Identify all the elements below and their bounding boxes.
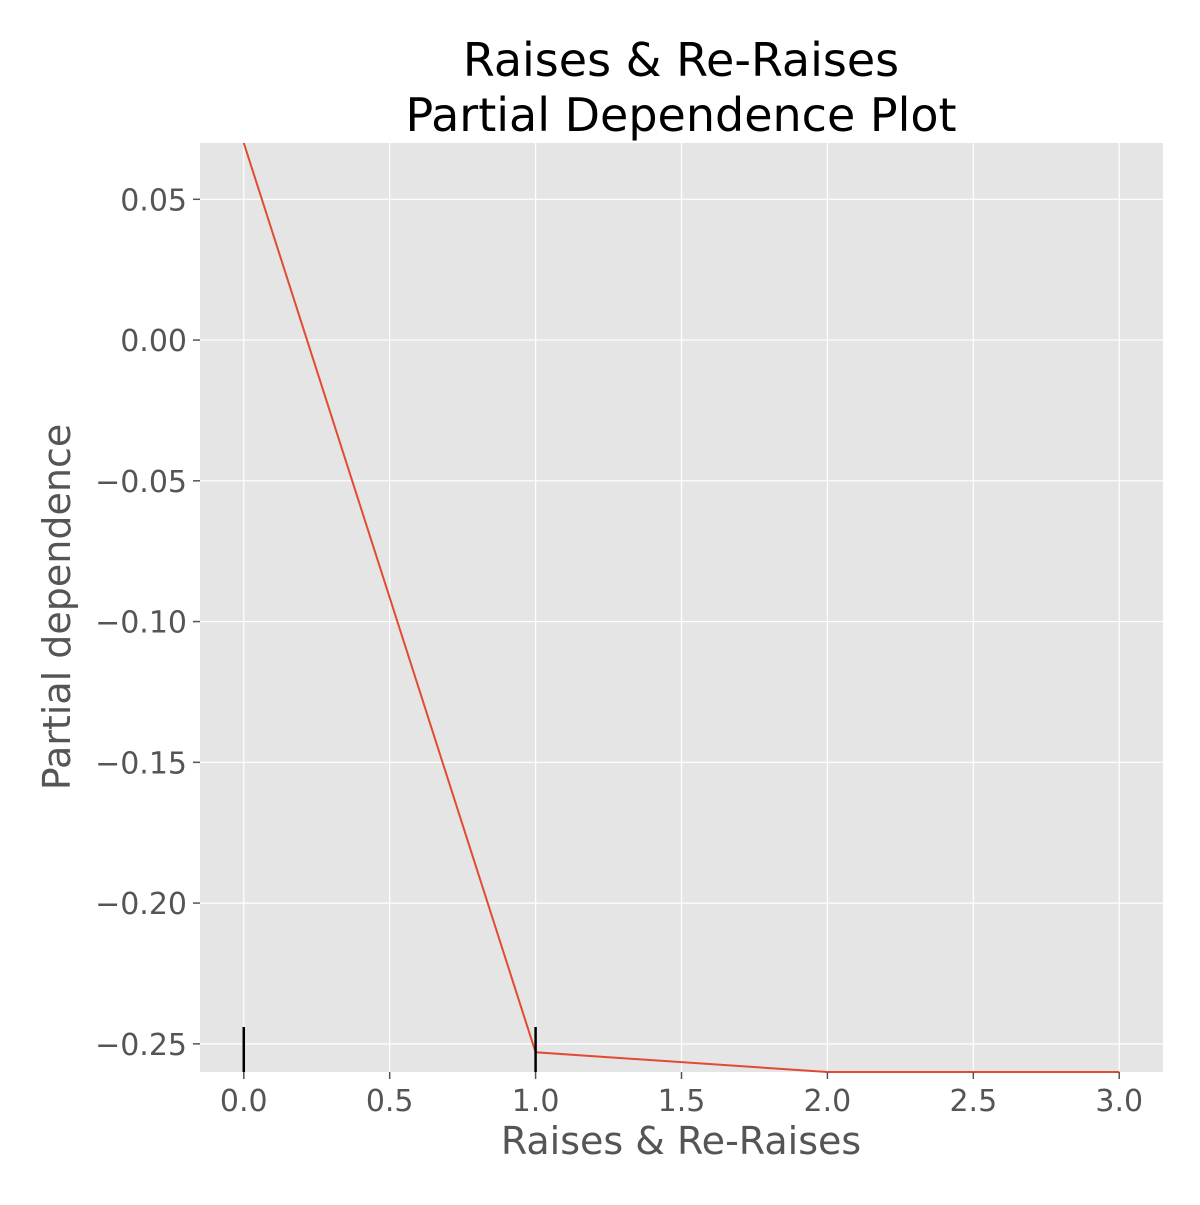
- x-tick-label: 3.0: [1095, 1084, 1143, 1119]
- y-tick-label: 0.00: [120, 324, 187, 359]
- y-axis-ticks: 0.05 0.00 −0.05 −0.10 −0.15 −0.20 −0.25: [95, 183, 200, 1063]
- x-tick-label: 2.5: [949, 1084, 997, 1119]
- rug-ticks: [242, 1027, 537, 1072]
- grid-lines: [200, 143, 1163, 1072]
- x-tick-label: 0.0: [220, 1084, 268, 1119]
- y-tick-label: −0.20: [95, 887, 187, 922]
- x-tick-label: 1.5: [658, 1084, 706, 1119]
- x-tick-label: 1.0: [512, 1084, 560, 1119]
- y-axis-label: Partial dependence: [35, 424, 79, 790]
- x-tick-label: 2.0: [804, 1084, 852, 1119]
- chart-title-line-2: Partial Dependence Plot: [405, 88, 956, 142]
- x-axis-label: Raises & Re-Raises: [501, 1119, 861, 1163]
- y-tick-label: −0.25: [95, 1028, 187, 1063]
- x-tick-label: 0.5: [366, 1084, 414, 1119]
- chart-title-line-1: Raises & Re-Raises: [463, 33, 899, 87]
- y-tick-label: −0.10: [95, 606, 187, 641]
- y-tick-label: −0.05: [95, 465, 187, 500]
- x-axis-ticks: 0.0 0.5 1.0 1.5 2.0 2.5 3.0: [220, 1072, 1143, 1119]
- y-tick-label: 0.05: [120, 183, 187, 218]
- y-tick-label: −0.15: [95, 746, 187, 781]
